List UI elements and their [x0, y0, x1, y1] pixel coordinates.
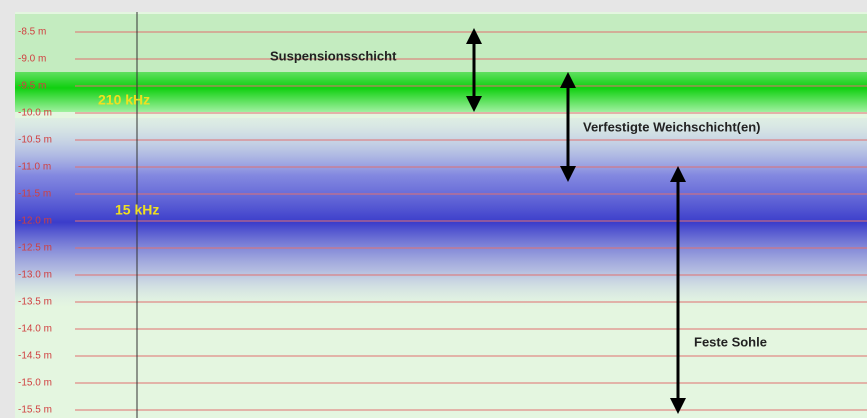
depth-label: -8.5 m	[18, 27, 46, 38]
depth-label: -12.0 m	[18, 216, 52, 227]
depth-label: -9.5 m	[18, 81, 46, 92]
depth-label: -14.0 m	[18, 324, 52, 335]
frequency-label: 15 kHz	[115, 202, 159, 218]
depth-label: -13.0 m	[18, 270, 52, 281]
annotation: Verfestigte Weichschicht(en)	[583, 119, 760, 134]
suspension-zone	[15, 14, 867, 76]
depth-label: -15.5 m	[18, 405, 52, 416]
depth-label: -15.0 m	[18, 378, 52, 389]
high-freq-reflection	[15, 72, 867, 112]
depth-label: -12.5 m	[18, 243, 52, 254]
arrows	[466, 28, 686, 414]
depth-label: -10.5 m	[18, 135, 52, 146]
depth-label: -10.0 m	[18, 108, 52, 119]
depth-label: -11.0 m	[18, 162, 51, 173]
frequency-label: 210 kHz	[98, 92, 150, 108]
low-freq-reflection	[15, 118, 867, 308]
depth-label: -11.5 m	[18, 189, 51, 200]
annotation: Feste Sohle	[694, 334, 767, 349]
depth-label: -9.0 m	[18, 54, 46, 65]
depth-label: -14.5 m	[18, 351, 52, 362]
depth-label: -13.5 m	[18, 297, 52, 308]
annotation: Suspensionsschicht	[270, 48, 397, 63]
